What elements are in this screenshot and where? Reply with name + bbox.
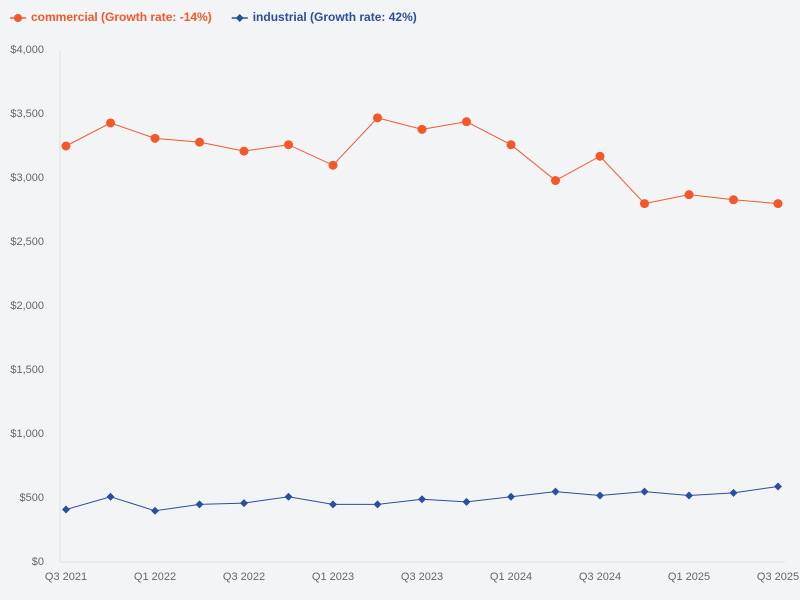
legend-text: commercial (Growth rate: -14%) (31, 10, 212, 24)
point (596, 491, 604, 500)
y-tick-label: $1,000 (10, 428, 44, 440)
point (773, 199, 783, 209)
point (195, 137, 204, 147)
point (684, 190, 694, 200)
point (106, 118, 115, 128)
point (373, 113, 382, 123)
point (685, 491, 693, 500)
y-tick-label: $3,000 (10, 172, 44, 184)
point (106, 492, 115, 501)
point (373, 500, 382, 509)
point (329, 500, 337, 509)
point (462, 497, 471, 506)
point (506, 140, 516, 150)
point (640, 199, 649, 209)
point (774, 482, 782, 491)
y-tick-label: $3,500 (10, 108, 44, 120)
legend-marker (235, 14, 244, 22)
point (729, 488, 738, 497)
x-tick-label: Q3 2022 (223, 571, 265, 583)
point (62, 505, 70, 514)
point (507, 492, 515, 501)
point (195, 500, 204, 509)
point (284, 492, 293, 501)
point (462, 117, 471, 127)
legend-marker (14, 14, 22, 22)
point (284, 140, 293, 150)
point (551, 487, 560, 496)
x-tick-label: Q1 2023 (312, 571, 354, 583)
point (551, 176, 560, 186)
point (151, 506, 159, 515)
point (640, 487, 649, 496)
y-tick-label: $2,500 (10, 236, 44, 248)
y-tick-label: $0 (32, 556, 44, 568)
y-tick-label: $500 (20, 492, 44, 504)
x-tick-label: Q3 2023 (401, 571, 443, 583)
point (417, 124, 427, 134)
x-tick-label: Q3 2025 (757, 571, 799, 583)
point (595, 151, 605, 161)
y-tick-label: $2,000 (10, 300, 44, 312)
point (418, 495, 426, 504)
x-tick-label: Q3 2021 (45, 571, 87, 583)
point (328, 160, 338, 170)
x-tick-label: Q1 2024 (490, 571, 532, 583)
point (729, 195, 738, 205)
y-tick-label: $4,000 (10, 44, 44, 56)
x-tick-label: Q3 2024 (579, 571, 621, 583)
point (61, 141, 71, 151)
point (240, 499, 248, 508)
point (150, 133, 160, 143)
point (239, 146, 249, 156)
legend-text: industrial (Growth rate: 42%) (253, 10, 417, 24)
x-tick-label: Q1 2022 (134, 571, 176, 583)
y-tick-label: $1,500 (10, 364, 44, 376)
x-tick-label: Q1 2025 (668, 571, 710, 583)
